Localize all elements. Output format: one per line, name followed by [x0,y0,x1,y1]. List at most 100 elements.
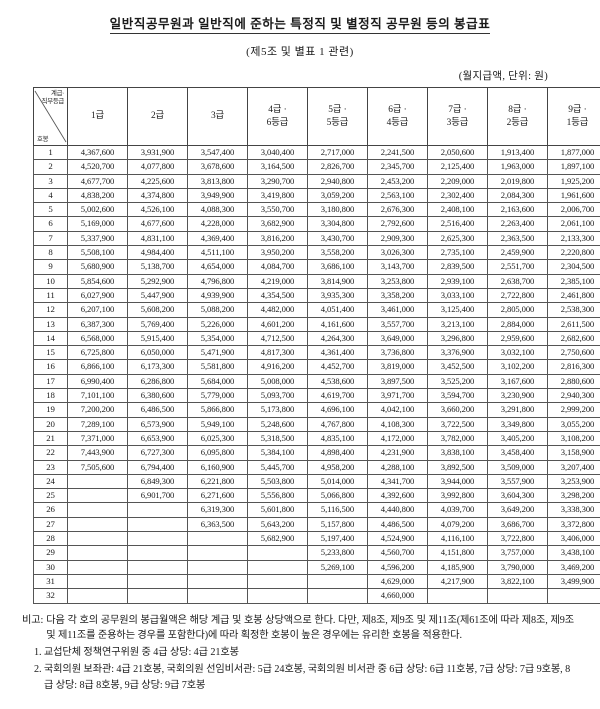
salary-cell: 5,503,800 [248,474,308,488]
salary-cell: 4,817,300 [248,346,308,360]
salary-cell: 3,992,800 [428,489,488,503]
salary-cell: 2,625,300 [428,231,488,245]
salary-cell: 3,164,500 [248,160,308,174]
salary-cell: 4,619,700 [308,389,368,403]
salary-cell: 2,880,600 [548,374,600,388]
salary-cell: 4,077,800 [128,160,188,174]
salary-cell: 4,677,700 [68,174,128,188]
salary-cell: 3,892,500 [428,460,488,474]
salary-cell-empty [68,489,128,503]
salary-cell: 2,163,600 [488,203,548,217]
salary-cell: 2,717,000 [308,146,368,160]
salary-cell: 6,380,600 [128,389,188,403]
table-header-row: 계급· 직무등급 호봉 1급 2급 3급 4급 · [34,88,600,146]
salary-cell: 5,866,800 [188,403,248,417]
salary-cell: 4,520,700 [68,160,128,174]
salary-cell: 4,116,100 [428,532,488,546]
salary-cell: 3,032,100 [488,346,548,360]
salary-cell: 3,547,400 [188,146,248,160]
salary-cell-empty [68,474,128,488]
salary-cell: 4,161,600 [308,317,368,331]
column-header-grade-5: 5급 ·5등급 [308,88,368,146]
column-header-grade-3: 3급 [188,88,248,146]
salary-cell: 2,461,800 [548,288,600,302]
salary-cell: 6,901,700 [128,489,188,503]
salary-cell: 5,949,100 [188,417,248,431]
salary-cell: 3,660,200 [428,403,488,417]
salary-cell: 3,372,800 [548,517,600,531]
salary-cell: 4,264,300 [308,331,368,345]
salary-cell: 4,526,100 [128,203,188,217]
salary-cell: 3,790,000 [488,560,548,574]
salary-cell: 5,643,200 [248,517,308,531]
salary-cell: 5,556,800 [248,489,308,503]
salary-cell-empty [68,574,128,588]
salary-cell: 5,684,000 [188,374,248,388]
column-header-grade-4: 4급 ·6등급 [248,88,308,146]
salary-cell: 3,816,200 [248,231,308,245]
salary-cell: 2,839,500 [428,260,488,274]
salary-cell: 7,505,600 [68,460,128,474]
salary-cell: 6,727,300 [128,446,188,460]
salary-cell: 3,290,700 [248,174,308,188]
salary-cell: 4,151,800 [428,546,488,560]
salary-cell: 2,940,300 [548,389,600,403]
salary-cell: 4,677,600 [128,217,188,231]
salary-cell: 5,269,100 [308,560,368,574]
salary-cell: 3,253,900 [548,474,600,488]
salary-cell: 4,767,800 [308,417,368,431]
salary-cell: 4,482,000 [248,303,308,317]
salary-cell: 5,088,200 [188,303,248,317]
row-step-number: 7 [34,231,68,245]
salary-cell: 5,508,100 [68,246,128,260]
salary-cell-empty [188,589,248,603]
row-step-number: 12 [34,303,68,317]
column-header-grade-8: 8급 ·2등급 [488,88,548,146]
salary-cell-empty [68,560,128,574]
salary-cell-empty [68,503,128,517]
salary-cell: 3,461,000 [368,303,428,317]
salary-cell: 2,220,800 [548,246,600,260]
salary-cell: 3,180,800 [308,203,368,217]
salary-cell: 6,173,300 [128,360,188,374]
salary-cell: 5,581,800 [188,360,248,374]
salary-cell: 3,055,200 [548,417,600,431]
salary-cell: 3,304,800 [308,217,368,231]
row-step-number: 5 [34,203,68,217]
salary-cell: 2,538,300 [548,303,600,317]
salary-cell: 4,524,900 [368,532,428,546]
table-head: 계급· 직무등급 호봉 1급 2급 3급 4급 · [34,88,600,146]
salary-cell: 3,814,900 [308,274,368,288]
salary-cell: 3,949,900 [188,188,248,202]
salary-cell: 6,160,900 [188,460,248,474]
salary-cell: 5,318,500 [248,431,308,445]
row-step-number: 8 [34,246,68,260]
salary-cell-empty [128,560,188,574]
salary-cell-empty [188,560,248,574]
salary-cell: 3,722,800 [488,532,548,546]
salary-cell: 2,084,300 [488,188,548,202]
salary-cell: 2,611,500 [548,317,600,331]
salary-cell: 3,822,100 [488,574,548,588]
salary-cell: 3,452,500 [428,360,488,374]
salary-cell: 3,736,800 [368,346,428,360]
column-header-grade-7: 7급 ·3등급 [428,88,488,146]
salary-cell: 1,963,000 [488,160,548,174]
row-step-number: 18 [34,389,68,403]
salary-cell: 4,374,800 [128,188,188,202]
salary-cell: 3,838,100 [428,446,488,460]
salary-cell: 5,066,800 [308,489,368,503]
salary-cell: 3,819,000 [368,360,428,374]
salary-cell-empty [308,589,368,603]
salary-cell: 3,649,000 [368,331,428,345]
salary-cell: 5,116,500 [308,503,368,517]
salary-cell: 4,361,400 [308,346,368,360]
salary-cell: 2,453,200 [368,174,428,188]
